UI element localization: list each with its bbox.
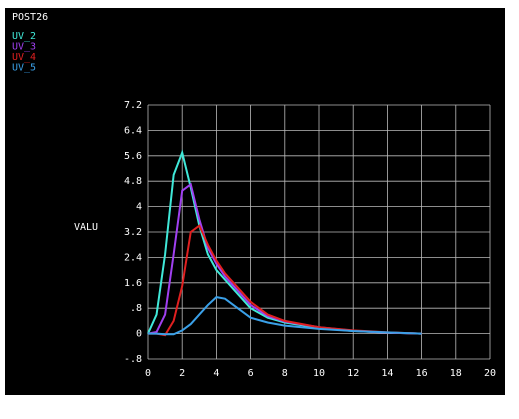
x-tick-label: 12 [347, 368, 359, 379]
x-tick-label: 2 [179, 368, 185, 379]
y-tick-label: -.8 [124, 354, 142, 365]
series-line [148, 224, 422, 337]
x-tick-label: 18 [450, 368, 462, 379]
y-tick-label: 3.2 [124, 227, 142, 238]
y-tick-label: 7.2 [124, 100, 142, 111]
y-tick-label: 6.4 [124, 125, 142, 136]
y-tick-label: .8 [130, 303, 142, 314]
y-tick-label: 0 [136, 329, 142, 340]
y-tick-label: 5.6 [124, 151, 142, 162]
x-axis-label: TIME [298, 395, 322, 406]
x-tick-label: 6 [248, 368, 254, 379]
x-tick-label: 10 [313, 368, 325, 379]
plot-panel [5, 8, 505, 395]
x-tick-label: 4 [213, 368, 219, 379]
chart-title: POST26 [12, 12, 48, 23]
y-tick-label: 2.4 [124, 252, 142, 263]
legend-entry: UV_4 [12, 52, 36, 63]
y-axis-label: VALU [74, 222, 98, 233]
series-line [148, 296, 422, 336]
y-tick-label: 4 [136, 202, 142, 213]
legend-entry: UV_3 [12, 42, 36, 53]
x-tick-label: 16 [416, 368, 428, 379]
x-tick-label: 8 [282, 368, 288, 379]
legend-entry: UV_2 [12, 31, 36, 42]
x-tick-label: 0 [145, 368, 151, 379]
x-tick-label: 14 [381, 368, 393, 379]
y-tick-label: 1.6 [124, 278, 142, 289]
legend-entry: UV_5 [12, 63, 36, 74]
y-tick-label: 4.8 [124, 176, 142, 187]
x-tick-label: 20 [484, 368, 496, 379]
